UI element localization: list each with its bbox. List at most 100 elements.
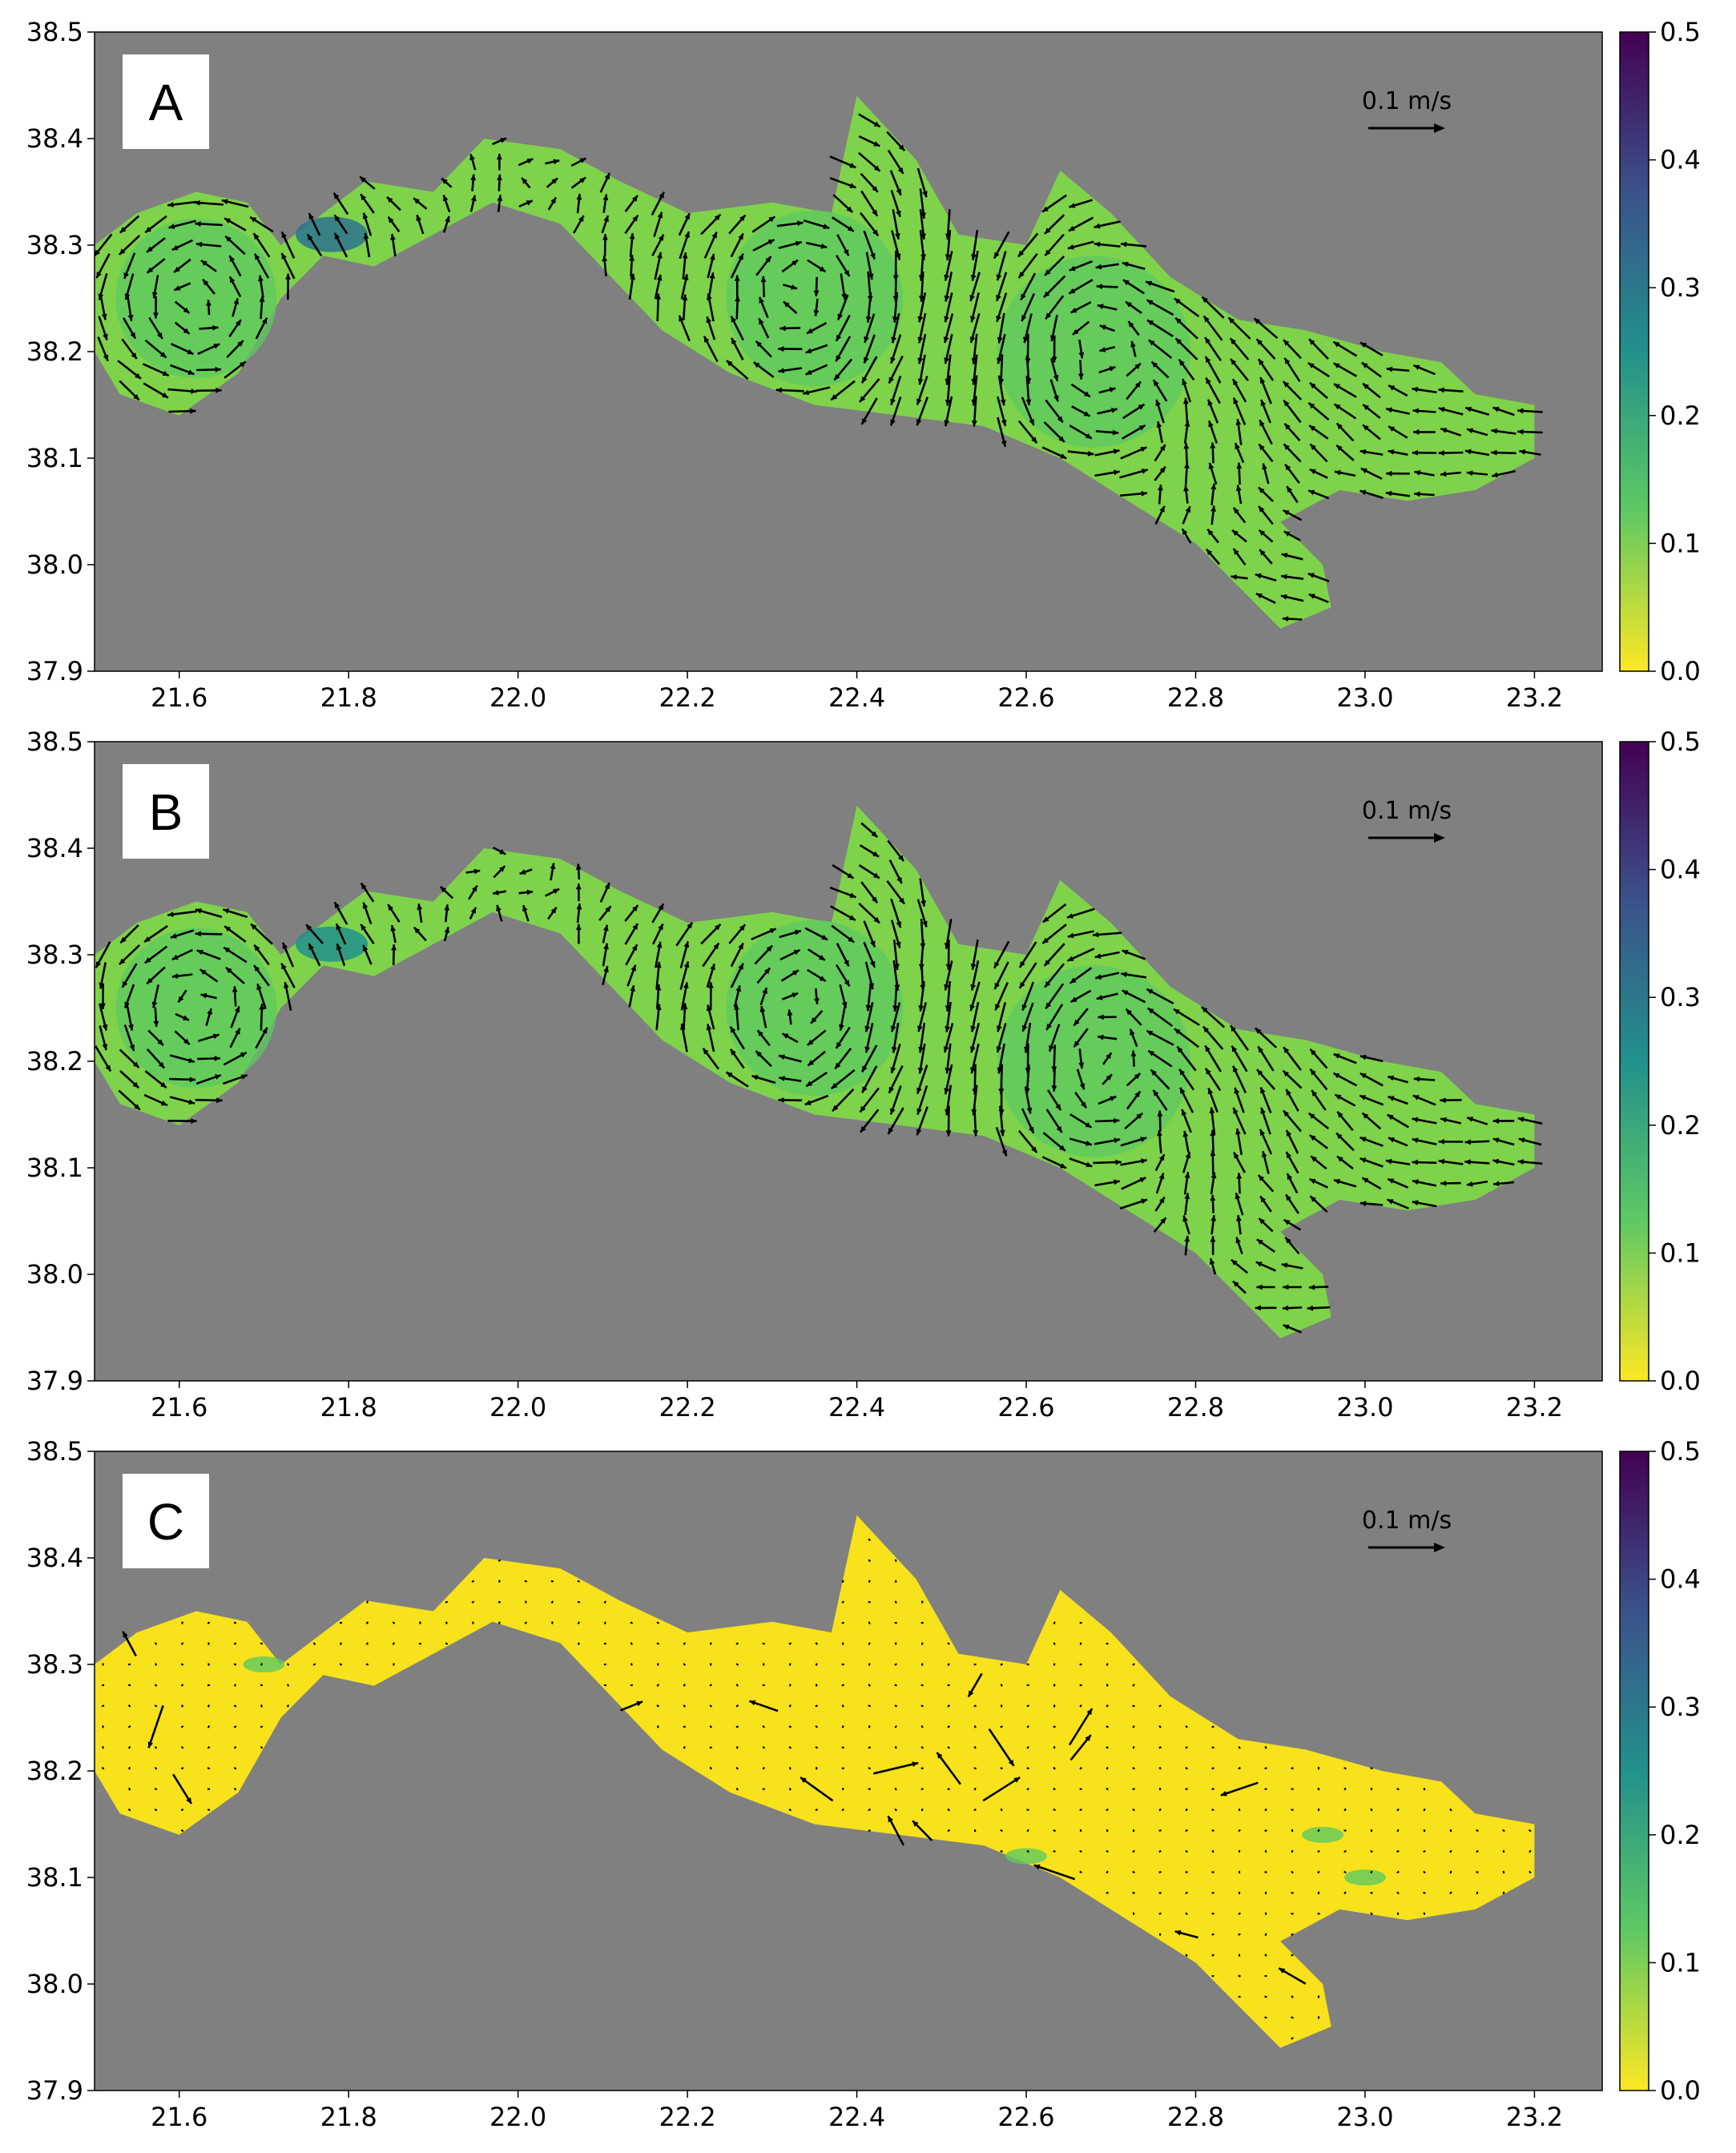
velocity-arrowhead (144, 957, 151, 964)
velocity-arrowhead (147, 1741, 154, 1749)
velocity-arrowhead (1094, 223, 1101, 229)
velocity-arrowhead (1310, 444, 1316, 450)
velocity-arrowhead (1287, 1173, 1293, 1181)
velocity-arrowhead (1021, 1024, 1028, 1032)
velocity-arrowhead (1440, 428, 1448, 433)
velocity-arrowhead (971, 379, 977, 385)
velocity-arrowhead (1286, 1089, 1291, 1096)
velocity-arrowhead (1045, 227, 1051, 234)
velocity-arrowhead (1070, 308, 1077, 313)
quiver-arrows (95, 113, 1543, 622)
velocity-arrowhead (1210, 442, 1216, 449)
velocity-arrowhead (183, 1015, 189, 1020)
velocity-arrowhead (1053, 1766, 1056, 1769)
y-tick-label: 38.2 (26, 1046, 83, 1076)
velocity-arrowhead (339, 1663, 342, 1665)
velocity-arrowhead (1282, 1305, 1289, 1311)
velocity-arrowhead (1424, 1871, 1426, 1874)
eddy-speed-patch (997, 256, 1191, 448)
velocity-arrowhead (917, 336, 924, 344)
velocity-arrowhead (1083, 391, 1090, 397)
colorbar-tick-label: 0.1 (1660, 1947, 1701, 1978)
velocity-arrowhead (127, 315, 134, 321)
velocity-arrowhead (442, 195, 449, 202)
velocity-arrowhead (868, 1704, 871, 1707)
velocity-arrowhead (363, 944, 369, 952)
velocity-arrowhead (943, 336, 949, 344)
velocity-arrowhead (1126, 1008, 1132, 1016)
velocity-arrowhead (1238, 1954, 1241, 1957)
velocity-arrowhead (1069, 977, 1077, 984)
velocity-arrowhead (873, 165, 880, 171)
velocity-arrowhead (1058, 436, 1065, 442)
velocity-arrowhead (870, 252, 876, 260)
velocity-arrowhead (1370, 1850, 1373, 1853)
velocity-arrowhead (895, 253, 901, 260)
velocity-arrowhead (755, 1051, 763, 1057)
velocity-arrowhead (1000, 1849, 1003, 1853)
velocity-arrowhead (1309, 1178, 1316, 1185)
velocity-arrowhead (1397, 1892, 1400, 1894)
velocity-arrowhead (254, 944, 260, 952)
velocity-arrowhead (1423, 1891, 1426, 1894)
velocity-arrowhead (792, 970, 799, 976)
colorbar-tick-label: 0.4 (1660, 855, 1701, 885)
velocity-arrowhead (894, 1642, 897, 1645)
velocity-arrowhead (738, 963, 743, 970)
velocity-arrowhead (873, 872, 880, 879)
velocity-arrowhead (207, 1767, 210, 1769)
velocity-arrowhead (1231, 574, 1237, 580)
velocity-arrowhead (846, 206, 853, 213)
velocity-arrowhead (713, 943, 719, 950)
velocity-arrowhead (849, 163, 856, 168)
y-tick-label: 38.0 (26, 549, 83, 580)
velocity-arrowhead (215, 366, 221, 372)
velocity-arrowhead (762, 988, 767, 994)
velocity-arrowhead (1157, 1130, 1162, 1137)
velocity-arrowhead (1307, 1305, 1314, 1311)
velocity-arrowhead (550, 197, 556, 204)
velocity-arrowhead (683, 274, 689, 281)
velocity-arrowhead (778, 346, 784, 352)
velocity-arrowhead (1517, 1159, 1524, 1165)
velocity-arrowhead (970, 316, 976, 323)
velocity-arrowhead (1018, 250, 1025, 257)
velocity-arrowhead (1106, 1870, 1109, 1873)
velocity-arrowhead (811, 1017, 817, 1024)
velocity-arrowhead (362, 212, 369, 219)
velocity-arrowhead (498, 1580, 501, 1583)
velocity-arrowhead (393, 1622, 396, 1624)
velocity-arrowhead (1211, 1725, 1214, 1728)
velocity-arrowhead (1318, 1829, 1320, 1832)
velocity-arrowhead (1492, 1137, 1500, 1143)
velocity-arrowhead (1259, 420, 1265, 427)
velocity-arrowhead (890, 419, 896, 426)
velocity-arrowhead (101, 1766, 104, 1769)
velocity-arrowhead (1201, 1007, 1208, 1013)
velocity-arrowhead (445, 215, 450, 223)
velocity-arrowhead (526, 159, 534, 164)
velocity-arrowhead (789, 1704, 791, 1708)
velocity-arrowhead (307, 234, 313, 241)
velocity-arrowhead (445, 1642, 448, 1644)
velocity-arrowhead (778, 1097, 784, 1103)
velocity-arrowhead (1141, 490, 1147, 497)
velocity-arrowhead (1106, 1746, 1109, 1749)
velocity-arrowhead (336, 944, 342, 951)
velocity-arrowhead (499, 849, 506, 855)
velocity-arrowhead (283, 982, 289, 988)
velocity-arrowhead (864, 1025, 871, 1032)
velocity-arrowhead (892, 316, 898, 323)
velocity-arrowhead (336, 924, 341, 931)
velocity-arrowhead (920, 233, 926, 239)
velocity-arrowhead (868, 1684, 871, 1687)
velocity-arrowhead (782, 1033, 789, 1039)
velocity-arrowhead (1021, 293, 1026, 300)
velocity-arrowhead (1148, 340, 1155, 346)
velocity-arrowhead (1205, 356, 1211, 363)
velocity-arrowhead (1412, 1179, 1419, 1185)
velocity-arrowhead (971, 421, 977, 427)
velocity-arrowhead (287, 1684, 290, 1687)
velocity-arrowhead (1027, 1829, 1029, 1832)
velocity-arrowhead (1056, 1126, 1062, 1133)
